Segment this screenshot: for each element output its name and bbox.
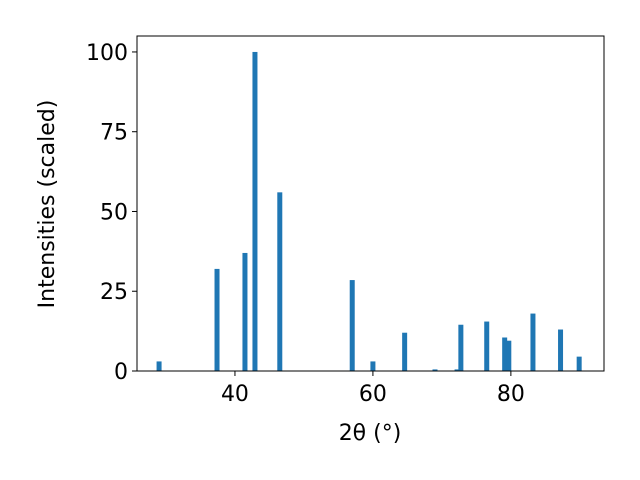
bar [576,356,582,371]
bar [530,313,536,371]
plot-area [156,51,582,371]
bar [277,192,283,371]
axes-frame [136,35,605,372]
bar [458,324,464,371]
x-tick-label: 60 [359,382,387,407]
y-tick-label: 25 [100,280,128,305]
bar [252,51,258,371]
y-axis-label: Intensities (scaled) [35,100,60,309]
x-tick-label: 80 [497,382,525,407]
bar [432,369,438,371]
x-tick-label: 40 [221,382,249,407]
bar [402,332,408,371]
bar [502,337,508,371]
y-tick-label: 0 [114,360,128,385]
bar [214,268,220,371]
y-tick-label: 100 [86,41,128,66]
bar [484,321,490,371]
bar [349,280,355,371]
bar [242,252,248,371]
bar [370,361,376,371]
y-tick-label: 75 [100,121,128,146]
bar [506,340,512,371]
bar [156,361,162,371]
y-tick-label: 50 [100,200,128,225]
x-axis-label: 2θ (°) [339,421,402,446]
bar [558,329,564,371]
bar [454,369,460,371]
